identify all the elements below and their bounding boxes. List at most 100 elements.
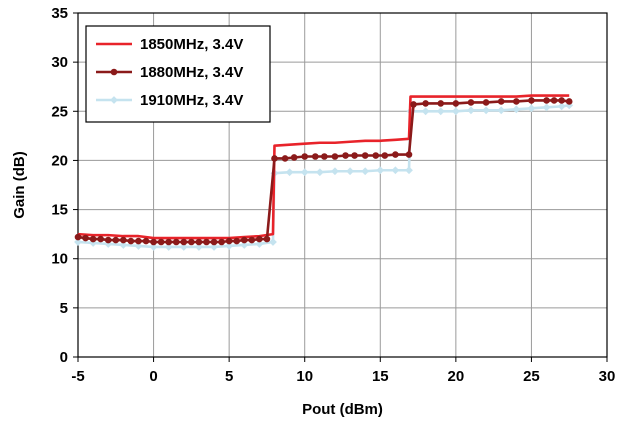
data-point — [290, 154, 298, 161]
data-point — [437, 100, 445, 107]
data-point — [256, 235, 263, 243]
data-point — [112, 236, 120, 244]
series-group — [74, 94, 574, 251]
data-point — [218, 238, 225, 246]
series-2 — [74, 97, 573, 246]
series-1 — [77, 94, 570, 240]
plot-area-frame — [77, 12, 608, 358]
data-point — [180, 238, 188, 246]
data-point — [497, 98, 505, 105]
y-tick-label: 0 — [60, 349, 68, 366]
data-point — [127, 237, 135, 245]
data-point — [172, 238, 180, 246]
data-point — [381, 152, 389, 159]
data-point — [557, 102, 566, 111]
data-point — [188, 238, 195, 246]
data-point — [240, 241, 249, 249]
data-point — [255, 240, 264, 248]
data-point — [210, 243, 218, 251]
legend: 1850MHz, 3.4V 1880MHz, 3.4V 1910MHz, 3.4V — [85, 25, 271, 123]
series-line — [77, 94, 570, 240]
data-point — [482, 99, 490, 106]
y-tick-label: 20 — [51, 152, 68, 169]
data-point — [195, 238, 203, 246]
y-axis-title: Gain (dB) — [11, 151, 28, 219]
data-point — [482, 106, 490, 115]
data-point — [149, 243, 158, 251]
data-point — [300, 168, 309, 177]
data-point — [210, 238, 218, 246]
data-point — [225, 242, 234, 250]
data-point — [361, 167, 370, 176]
data-point — [351, 152, 358, 159]
data-point — [436, 107, 445, 116]
data-point — [497, 106, 506, 115]
x-tick-label: 20 — [448, 368, 465, 385]
data-point — [74, 233, 82, 241]
data-point — [331, 167, 339, 176]
data-point — [195, 243, 203, 251]
y-axis-ticks: 0 5 10 15 20 25 30 35 — [51, 5, 78, 366]
legend-marker — [110, 96, 118, 104]
data-point — [422, 100, 429, 107]
data-point — [157, 238, 165, 246]
legend-item: 1850MHz, 3.4V — [96, 36, 243, 53]
data-point — [346, 167, 354, 176]
data-point — [248, 236, 256, 244]
legend-label: 1880MHz, 3.4V — [140, 64, 243, 81]
data-point — [142, 237, 150, 245]
data-point — [89, 235, 97, 243]
data-point — [233, 237, 240, 245]
x-tick-label: 15 — [372, 368, 389, 385]
x-tick-label: 0 — [149, 368, 157, 385]
data-point — [315, 168, 324, 177]
data-point — [527, 104, 536, 113]
legend-item: 1880MHz, 3.4V — [96, 64, 243, 81]
data-point — [528, 97, 535, 104]
data-point — [150, 238, 157, 246]
data-point — [550, 97, 558, 104]
data-point — [263, 235, 271, 243]
data-point — [104, 236, 112, 244]
legend-label: 1910MHz, 3.4V — [140, 92, 243, 109]
data-point — [179, 243, 188, 251]
data-point — [331, 153, 339, 160]
data-point — [392, 151, 399, 158]
series-3 — [74, 101, 574, 251]
data-point — [225, 237, 233, 245]
y-tick-label: 35 — [51, 5, 68, 22]
data-point — [452, 100, 460, 107]
data-point — [164, 243, 173, 251]
y-tick-label: 30 — [51, 54, 68, 71]
data-point — [451, 107, 460, 116]
data-point — [405, 166, 413, 175]
data-point — [410, 101, 417, 108]
data-point — [542, 103, 551, 112]
data-point — [342, 152, 349, 159]
data-point — [285, 168, 294, 177]
data-point — [565, 98, 573, 105]
data-point — [240, 236, 248, 244]
data-point — [467, 106, 475, 115]
data-point — [512, 105, 521, 114]
x-tick-label: 5 — [225, 368, 233, 385]
data-point — [165, 238, 172, 246]
data-point — [134, 242, 143, 250]
data-point — [513, 98, 520, 105]
y-tick-label: 10 — [51, 251, 68, 268]
x-tick-label: 25 — [523, 368, 540, 385]
x-tick-label: -5 — [71, 368, 84, 385]
data-point — [321, 153, 328, 160]
data-point — [543, 97, 550, 104]
data-point — [135, 237, 142, 245]
x-axis-title: Pout (dBm) — [302, 401, 383, 418]
y-tick-label: 25 — [51, 103, 68, 120]
data-point — [269, 238, 277, 246]
data-point — [361, 152, 369, 159]
data-point — [97, 235, 104, 243]
legend-item: 1910MHz, 3.4V — [96, 92, 243, 109]
y-tick-label: 15 — [51, 202, 68, 219]
data-point — [311, 153, 319, 160]
data-point — [271, 155, 278, 162]
